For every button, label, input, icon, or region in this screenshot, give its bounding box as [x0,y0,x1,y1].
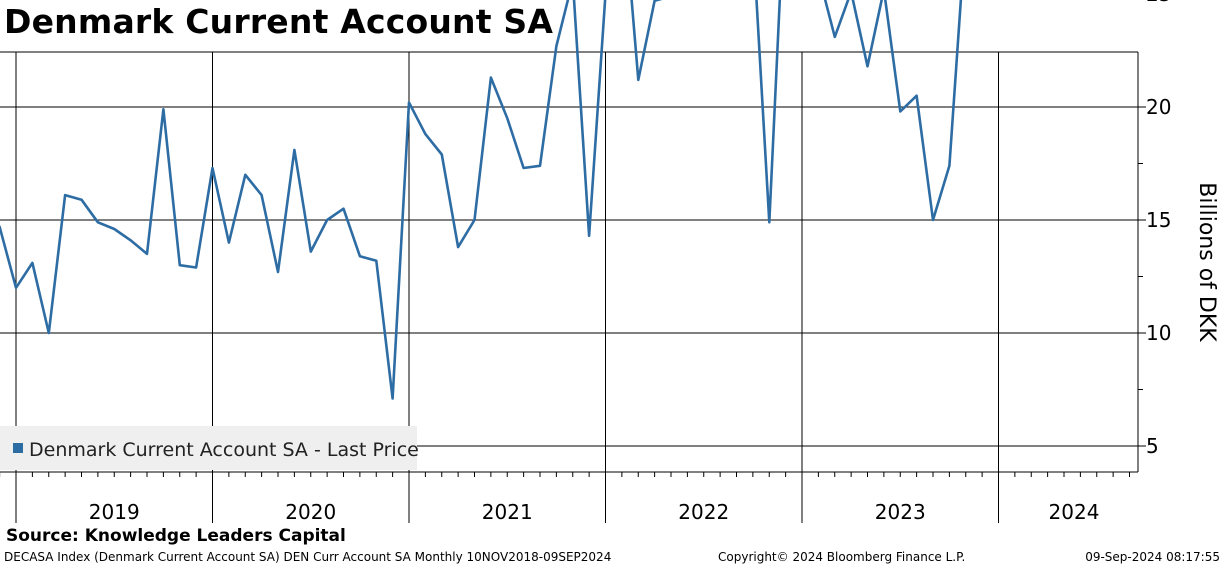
source-note: Source: Knowledge Leaders Capital [6,526,346,546]
axes [0,51,1146,523]
footer-ticker-info: DECASA Index (Denmark Current Account SA… [4,550,612,564]
x-tick-label-2022: 2022 [678,500,729,524]
footer-timestamp: 09-Sep-2024 08:17:55 [1085,550,1220,564]
legend-swatch [13,443,23,453]
y-tick-label-10: 10 [1146,321,1171,345]
x-tick-label-2021: 2021 [482,500,533,524]
series-group [0,0,963,400]
vertical-gridlines [15,52,999,472]
y-tick-label-25: 25 [1146,0,1171,6]
legend-label: Denmark Current Account SA - Last Price [29,439,419,461]
x-tick-label-2019: 2019 [89,500,140,524]
legend[interactable]: Denmark Current Account SA - Last Price [0,426,419,470]
legend-background [0,426,417,470]
x-axis-labels: 2019 2020 2021 2022 2023 2024 [89,500,1100,524]
y-axis-labels: 5101520253035 [1146,0,1171,458]
horizontal-gridlines [0,106,1138,447]
footer-copyright: Copyright© 2024 Bloomberg Finance L.P. [718,550,966,564]
y-tick-label-5: 5 [1146,434,1159,458]
y-tick-label-15: 15 [1146,208,1171,232]
x-tick-label-2020: 2020 [285,500,336,524]
series-line-0 [0,0,963,400]
x-tick-label-2024: 2024 [1049,500,1100,524]
y-tick-label-20: 20 [1146,95,1171,119]
chart-title: Denmark Current Account SA [4,2,554,41]
x-tick-label-2023: 2023 [875,500,926,524]
y-axis-title: Billions of DKK [1194,182,1219,342]
